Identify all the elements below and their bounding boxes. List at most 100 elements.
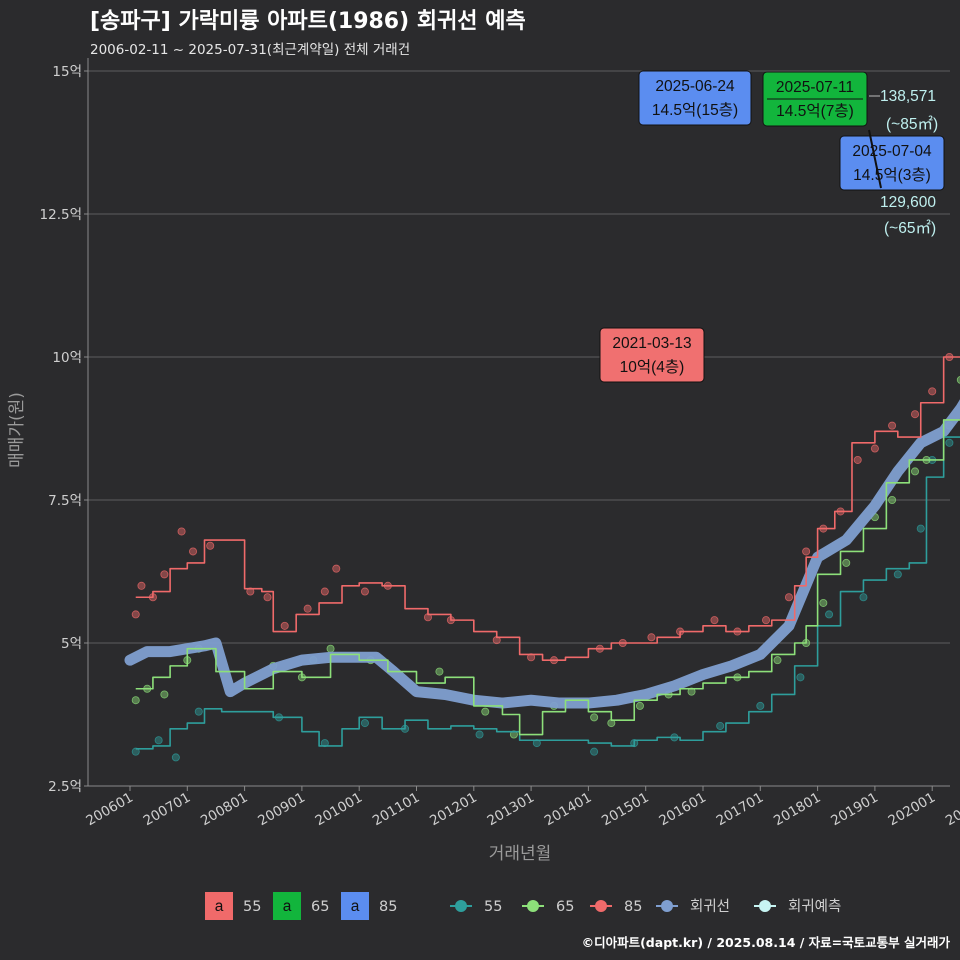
- y-tick-label: 12.5억: [40, 207, 82, 223]
- scatter-point-65: [956, 375, 960, 384]
- annotation-date: 2025-06-24: [655, 78, 735, 95]
- scatter-point-85: [928, 387, 937, 396]
- chart-title: [송파구] 가락미륭 아파트(1986) 회귀선 예측: [90, 9, 526, 34]
- scatter-point-65: [131, 696, 140, 705]
- scatter-point-65: [481, 707, 490, 716]
- scatter-point-65: [590, 713, 599, 722]
- scatter-point-65: [842, 558, 851, 567]
- scatter-point-85: [137, 581, 146, 590]
- series-line-85: [135, 356, 960, 661]
- legend-point-swatch: [455, 900, 467, 912]
- scatter-point-85: [911, 410, 920, 419]
- y-tick-label: 15억: [52, 64, 82, 80]
- legend-line-label: 회귀선: [690, 898, 730, 915]
- y-axis-ticks: 2.5억 5억 7.5억 10억 12.5억 15억: [40, 64, 88, 795]
- y-axis-label: 매매가(원): [7, 392, 27, 468]
- legend-box-glyph: a: [351, 898, 360, 915]
- y-tick-label: 7.5억: [48, 493, 82, 509]
- scatter-point-65: [435, 667, 444, 676]
- scatter-point-85: [870, 444, 879, 453]
- forecast-area-65: (~65㎡): [884, 219, 936, 237]
- scatter-point-85: [177, 527, 186, 536]
- annotation-date: 2025-07-04: [852, 143, 932, 160]
- scatter-point-55: [825, 610, 834, 619]
- scatter-point-55: [945, 438, 954, 447]
- scatter-point-85: [303, 604, 312, 613]
- scatter-point-85: [888, 421, 897, 430]
- legend-box-swatch: [341, 892, 369, 920]
- scatter-point-85: [263, 593, 272, 602]
- annotation-date: 2025-07-11: [776, 79, 854, 96]
- scatter-point-65: [773, 656, 782, 665]
- forecast-area-85: (~85㎡): [886, 115, 938, 133]
- scatter-point-85: [647, 633, 656, 642]
- annotation-date: 2021-03-13: [612, 335, 691, 352]
- scatter-point-85: [131, 610, 140, 619]
- legend-box-swatch: [273, 892, 301, 920]
- y-tick-label: 2.5억: [48, 779, 82, 795]
- scatter-point-55: [590, 747, 599, 756]
- legend-point-swatch: [661, 900, 673, 912]
- legend-box-glyph: a: [215, 898, 224, 915]
- scatter-point-55: [154, 736, 163, 745]
- scatter-point-85: [710, 616, 719, 625]
- scatter-point-55: [360, 719, 369, 728]
- series-lines: [124, 356, 960, 750]
- scatter-point-85: [802, 547, 811, 556]
- scatter-point-85: [320, 587, 329, 596]
- scatter-point-55: [756, 701, 765, 710]
- scatter-point-85: [784, 593, 793, 602]
- annotations: 2021-03-13 10억(4층) 2025-06-24 14.5억(15층) 202…: [599, 70, 945, 383]
- scatter-point-65: [326, 644, 335, 653]
- y-tick-label: 10억: [52, 350, 82, 366]
- scatter-point-65: [911, 467, 920, 476]
- scatter-point-65: [819, 598, 828, 607]
- series-line-65: [135, 419, 960, 736]
- annotation-box: [839, 135, 945, 191]
- scatter-point-85: [332, 564, 341, 573]
- x-axis-label: 거래년월: [489, 844, 552, 864]
- scatter-point-85: [762, 616, 771, 625]
- chart-subtitle: 2006-02-11 ~ 2025-07-31(최근계약일) 전체 거래건: [90, 42, 410, 58]
- scatter-point-65: [160, 690, 169, 699]
- legend-point-swatch: [595, 900, 607, 912]
- scatter-point-55: [916, 524, 925, 533]
- scatter-point-55: [893, 570, 902, 579]
- legend-line-label: 65: [556, 899, 574, 915]
- annotation-price: 14.5억(15층): [652, 101, 738, 119]
- legend-line-label: 85: [624, 899, 642, 915]
- scatter-point-55: [859, 593, 868, 602]
- scatter-point-55: [796, 673, 805, 682]
- scatter-point-85: [360, 587, 369, 596]
- legend-point-swatch: [527, 900, 539, 912]
- legend: a 55 a 65 a 85 55 65 85 회귀선 회귀예측: [205, 892, 841, 920]
- scatter-point-55: [716, 721, 725, 730]
- scatter-point-85: [189, 547, 198, 556]
- scatter-point-55: [171, 753, 180, 762]
- caption: ©디아파트(dapt.kr) / 2025.08.14 / 자료=국토교통부 실…: [582, 935, 951, 950]
- scatter-point-65: [635, 701, 644, 710]
- series-line-55: [135, 436, 960, 750]
- y-tick-label: 5억: [61, 636, 82, 652]
- annotation-price: 14.5억(3층): [853, 166, 931, 184]
- scatter-point-55: [194, 707, 203, 716]
- legend-box-label: 55: [243, 899, 261, 915]
- annotation-price: 10억(4층): [620, 358, 685, 376]
- scatter-point-65: [888, 495, 897, 504]
- scatter-point-85: [206, 541, 215, 550]
- legend-line-label: 회귀예측: [788, 898, 841, 915]
- scatter-point-85: [280, 621, 289, 630]
- regression-line: [124, 399, 960, 709]
- annotation-connector: [868, 129, 882, 189]
- scatter-point-55: [475, 730, 484, 739]
- scatter-point-85: [853, 455, 862, 464]
- annotation-box: [599, 327, 705, 383]
- legend-line-label: 55: [484, 899, 502, 915]
- legend-box-label: 85: [379, 899, 397, 915]
- legend-box-swatch: [205, 892, 233, 920]
- forecast-value-85: 138,571: [880, 88, 936, 105]
- annotation-price: 14.5억(7층): [776, 102, 854, 120]
- annotation-box: [638, 70, 752, 126]
- legend-box-glyph: a: [283, 898, 292, 915]
